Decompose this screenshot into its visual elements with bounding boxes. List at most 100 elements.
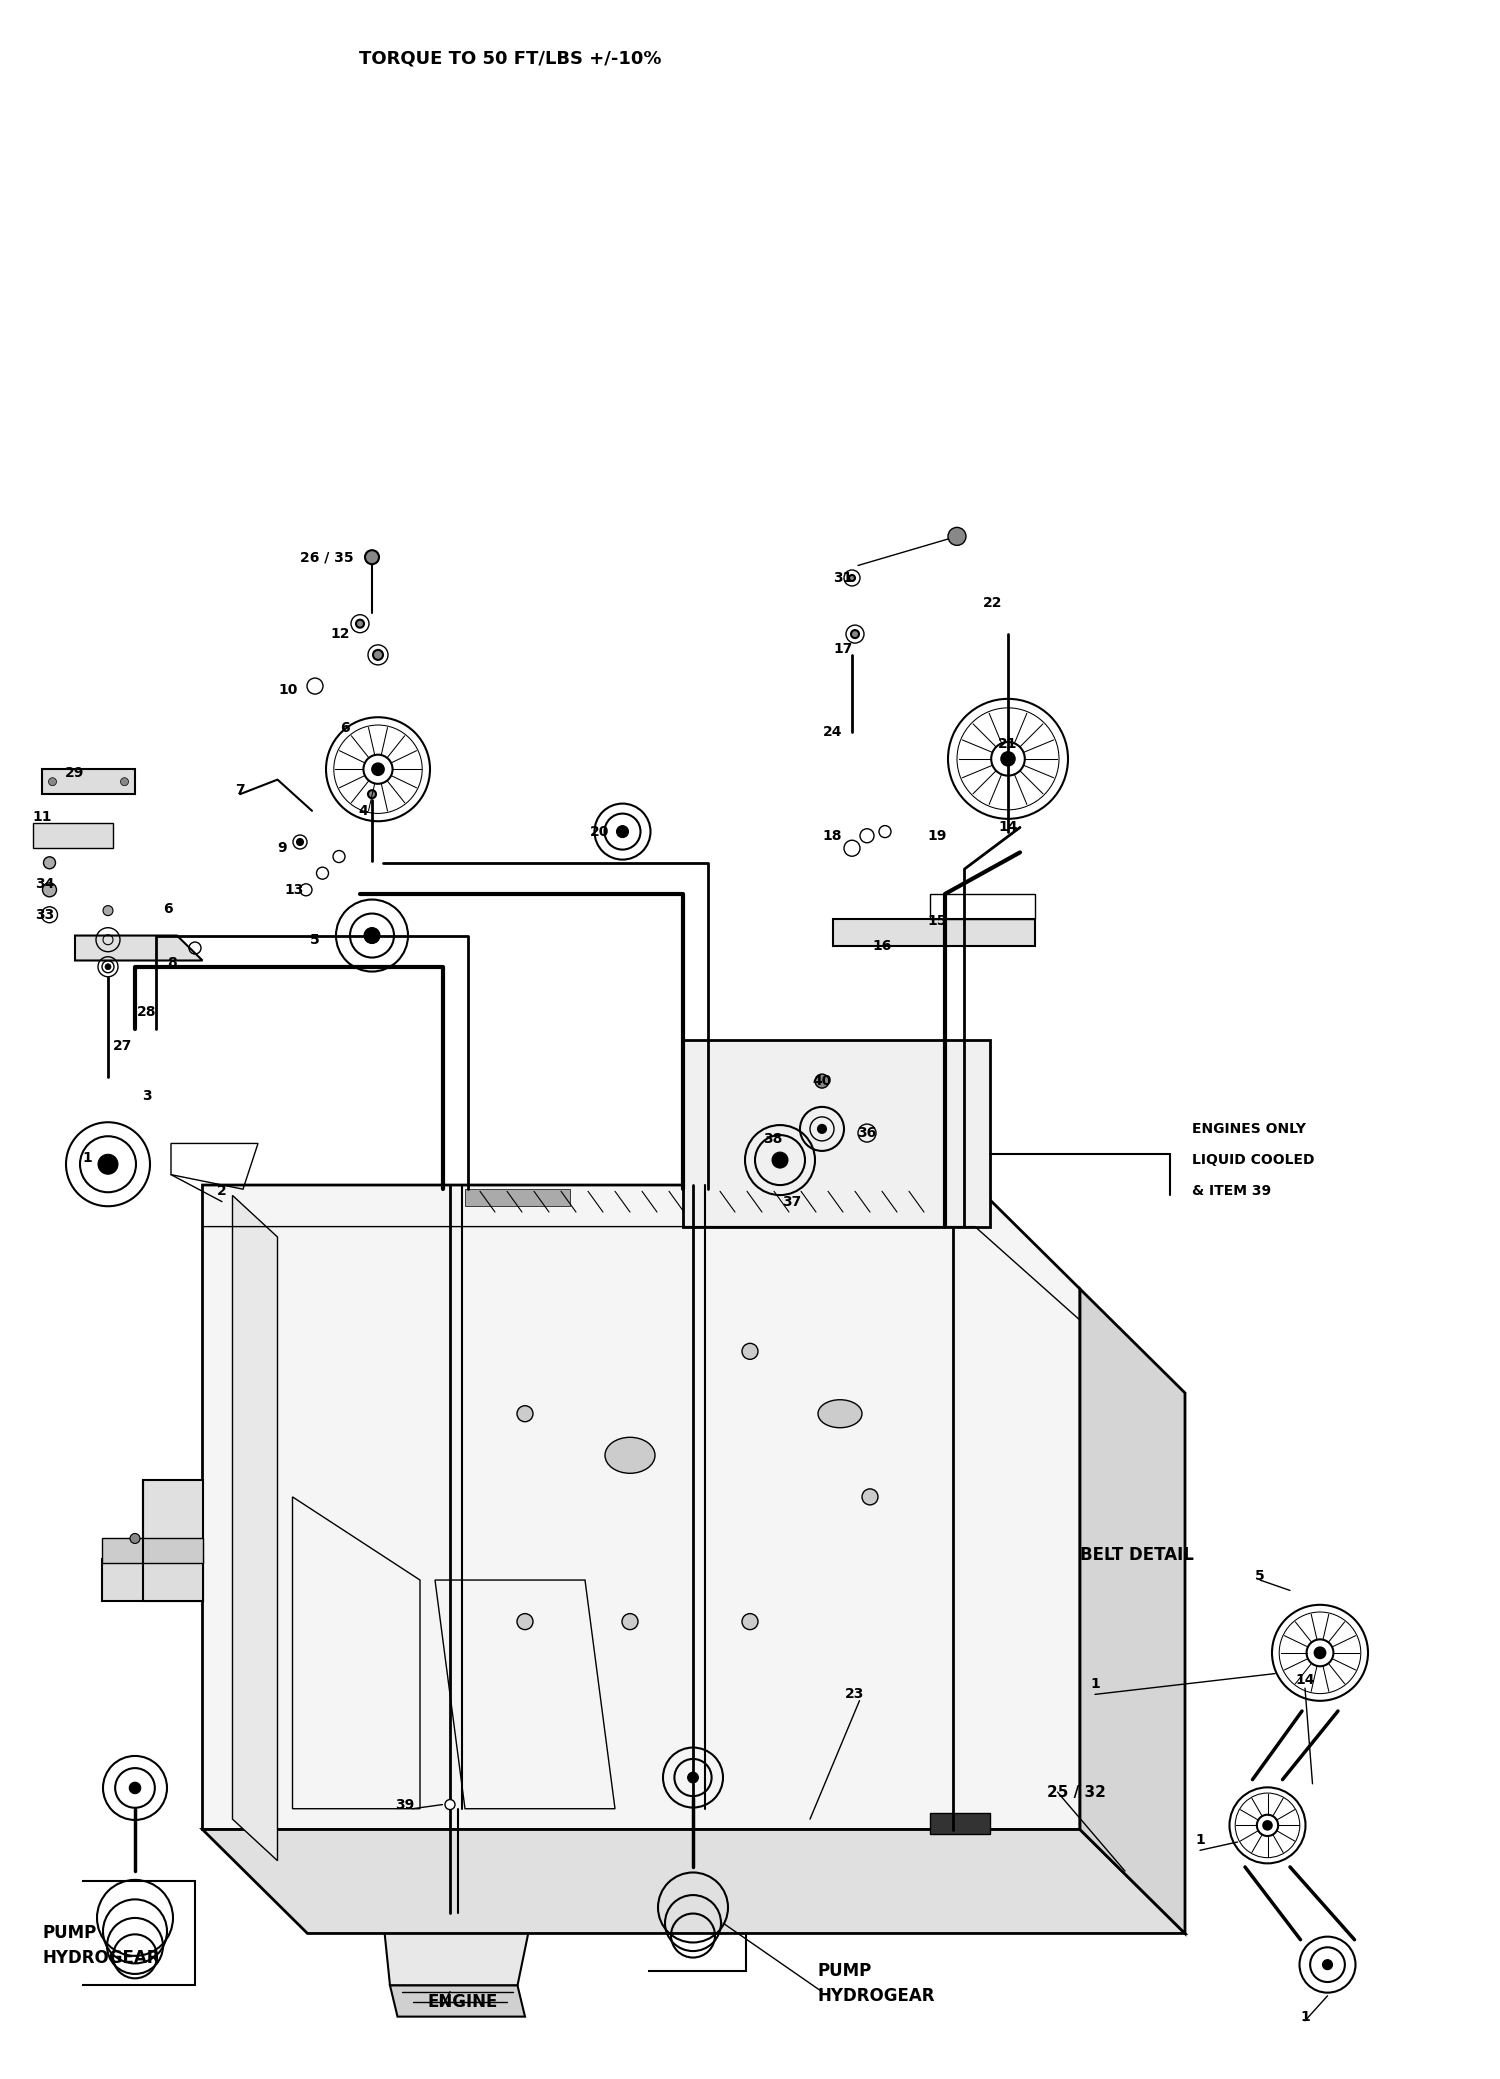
- Polygon shape: [1080, 1289, 1185, 1933]
- Text: 3: 3: [142, 1089, 152, 1102]
- Text: 18: 18: [824, 830, 843, 842]
- Polygon shape: [833, 919, 1035, 946]
- Text: PUMP: PUMP: [818, 1963, 872, 1979]
- Text: 12: 12: [330, 628, 350, 640]
- Circle shape: [374, 651, 382, 659]
- Polygon shape: [202, 1830, 1185, 1933]
- Circle shape: [368, 790, 376, 798]
- Text: 1: 1: [1300, 2010, 1310, 2023]
- Circle shape: [1323, 1960, 1332, 1969]
- Circle shape: [372, 763, 384, 775]
- Text: 11: 11: [33, 811, 51, 823]
- Circle shape: [742, 1613, 758, 1630]
- Text: TORQUE TO 50 FT/LBS +/-10%: TORQUE TO 50 FT/LBS +/-10%: [358, 50, 662, 67]
- Circle shape: [48, 778, 57, 786]
- Text: 38: 38: [764, 1133, 782, 1146]
- Text: & ITEM 39: & ITEM 39: [1192, 1185, 1272, 1198]
- Circle shape: [364, 551, 380, 563]
- Circle shape: [815, 1075, 830, 1087]
- Text: 22: 22: [984, 597, 1002, 609]
- Polygon shape: [102, 1559, 202, 1601]
- Polygon shape: [42, 769, 135, 794]
- Polygon shape: [720, 1189, 840, 1206]
- Circle shape: [297, 840, 303, 844]
- Text: 37: 37: [783, 1195, 801, 1208]
- Text: 24: 24: [824, 726, 843, 738]
- Text: 39: 39: [396, 1798, 414, 1811]
- Circle shape: [616, 825, 628, 838]
- Text: ENGINES ONLY: ENGINES ONLY: [1192, 1123, 1306, 1135]
- Circle shape: [446, 1800, 454, 1809]
- Circle shape: [518, 1405, 532, 1422]
- Circle shape: [1002, 753, 1014, 765]
- Circle shape: [818, 1125, 827, 1133]
- Text: HYDROGEAR: HYDROGEAR: [818, 1988, 934, 2004]
- Ellipse shape: [604, 1437, 656, 1474]
- Text: 13: 13: [285, 884, 303, 896]
- Text: 20: 20: [591, 825, 609, 838]
- Text: 28: 28: [138, 1006, 156, 1019]
- Circle shape: [105, 965, 111, 969]
- Text: 8: 8: [168, 956, 177, 969]
- Text: 7: 7: [236, 784, 244, 796]
- Polygon shape: [75, 936, 202, 960]
- Text: PUMP: PUMP: [42, 1925, 96, 1942]
- Circle shape: [742, 1343, 758, 1360]
- Text: 33: 33: [36, 909, 54, 921]
- Text: HYDROGEAR: HYDROGEAR: [42, 1950, 159, 1967]
- Circle shape: [129, 1782, 141, 1794]
- Circle shape: [364, 927, 380, 944]
- Text: 6: 6: [340, 721, 350, 734]
- Polygon shape: [465, 1189, 570, 1206]
- Polygon shape: [390, 1985, 525, 2017]
- Text: 1: 1: [82, 1152, 92, 1164]
- Polygon shape: [382, 1913, 532, 1985]
- Circle shape: [356, 620, 364, 628]
- Text: 4: 4: [358, 805, 368, 817]
- Circle shape: [1314, 1647, 1326, 1659]
- Circle shape: [622, 1613, 638, 1630]
- Text: 31: 31: [834, 572, 852, 584]
- Text: ENGINE: ENGINE: [427, 1994, 498, 2010]
- Text: 17: 17: [834, 642, 852, 655]
- Circle shape: [1263, 1821, 1272, 1830]
- Polygon shape: [232, 1195, 278, 1861]
- Text: BELT DETAIL: BELT DETAIL: [1080, 1547, 1194, 1563]
- Text: LIQUID COOLED: LIQUID COOLED: [1192, 1154, 1316, 1166]
- Text: 19: 19: [928, 830, 946, 842]
- Text: 26 / 35: 26 / 35: [300, 551, 354, 563]
- Text: 9: 9: [278, 842, 286, 854]
- Ellipse shape: [818, 1399, 862, 1428]
- Text: 27: 27: [114, 1040, 132, 1052]
- Text: 40: 40: [813, 1075, 831, 1087]
- Circle shape: [687, 1771, 699, 1784]
- Text: 15: 15: [927, 915, 948, 927]
- Text: 2: 2: [217, 1185, 226, 1198]
- Circle shape: [104, 906, 112, 915]
- Circle shape: [44, 857, 55, 869]
- Polygon shape: [142, 1480, 202, 1601]
- Text: 23: 23: [846, 1688, 864, 1701]
- Circle shape: [849, 576, 855, 580]
- Text: 14: 14: [1294, 1674, 1314, 1686]
- Circle shape: [120, 778, 129, 786]
- Circle shape: [42, 884, 57, 896]
- Text: 36: 36: [858, 1127, 876, 1139]
- Circle shape: [850, 630, 859, 638]
- Circle shape: [98, 1154, 118, 1175]
- Text: 5: 5: [310, 933, 320, 946]
- Text: 34: 34: [36, 877, 54, 890]
- Text: 14: 14: [999, 821, 1018, 834]
- Text: 5: 5: [1256, 1570, 1264, 1582]
- Text: 10: 10: [279, 684, 297, 696]
- Text: 21: 21: [999, 738, 1018, 751]
- Text: 1: 1: [1090, 1678, 1100, 1690]
- Text: 29: 29: [66, 767, 84, 780]
- Polygon shape: [930, 1813, 990, 1834]
- Circle shape: [862, 1489, 877, 1505]
- Circle shape: [772, 1152, 788, 1168]
- Text: 25 / 32: 25 / 32: [1047, 1784, 1106, 1800]
- Polygon shape: [682, 1040, 990, 1227]
- Polygon shape: [202, 1185, 1080, 1830]
- Polygon shape: [102, 1538, 202, 1563]
